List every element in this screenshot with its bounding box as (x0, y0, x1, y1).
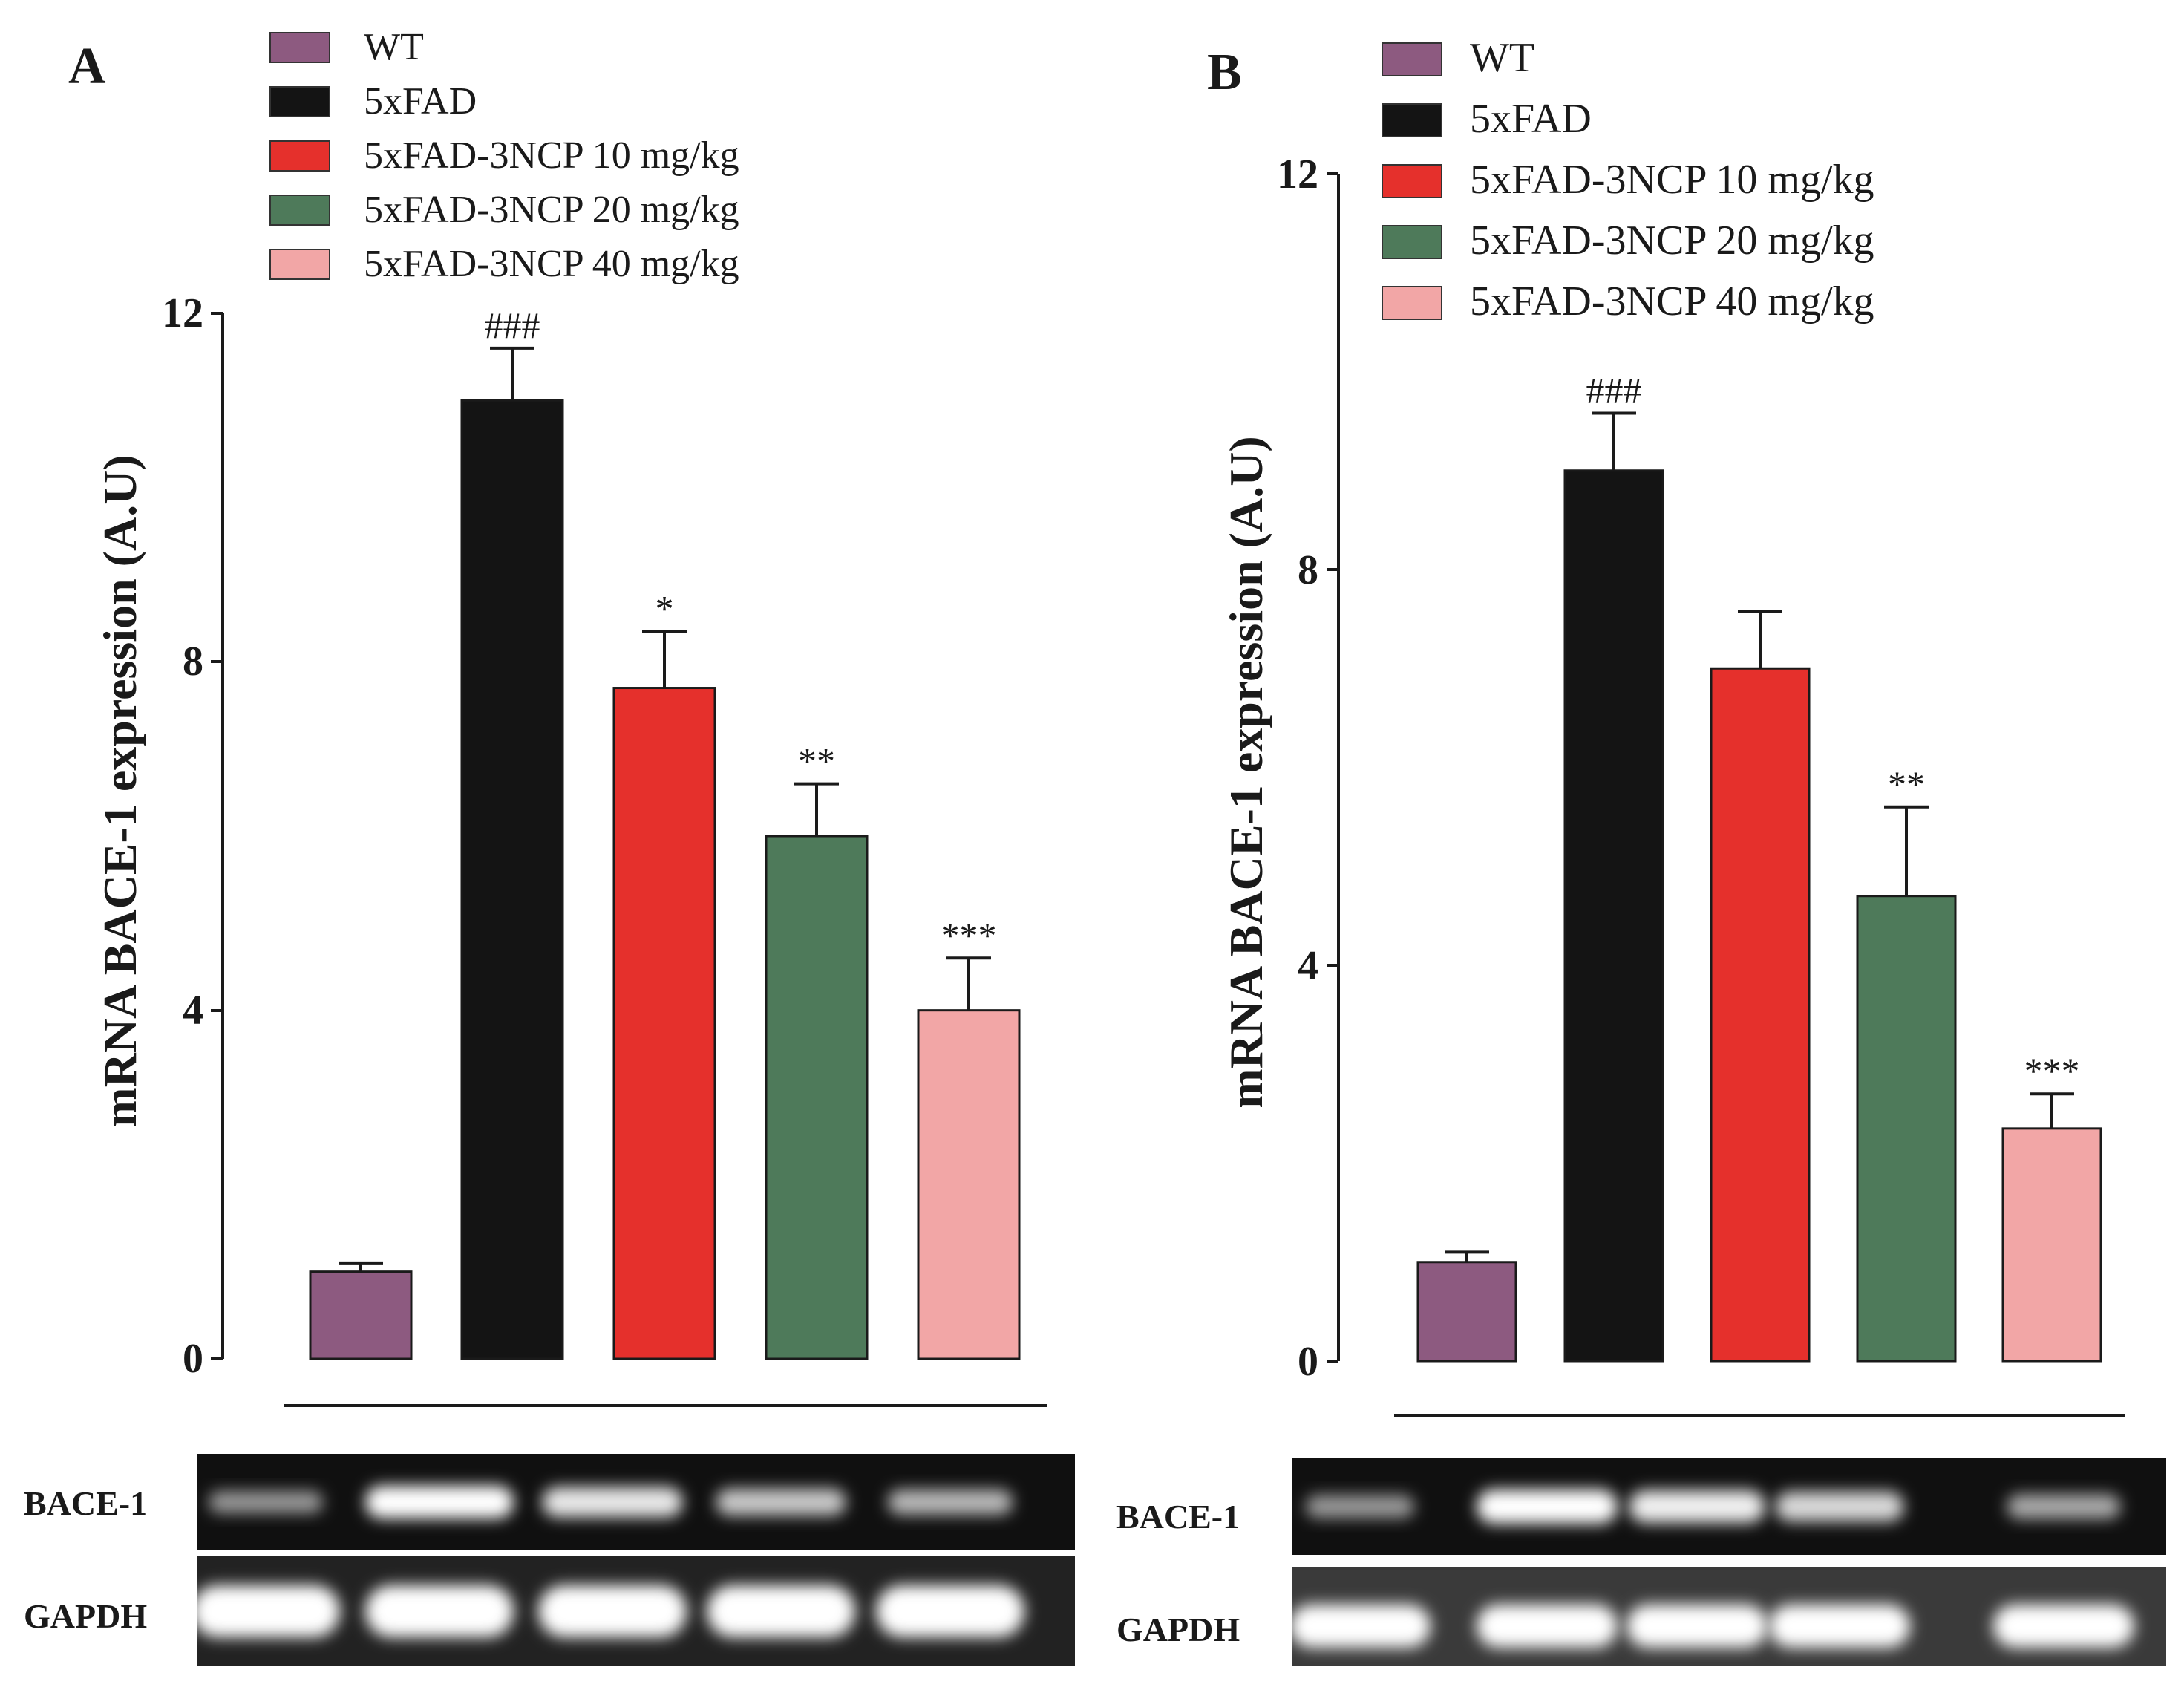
panel-b-legend: WT 5xFAD 5xFAD-3NCP 10 mg/kg 5xFAD-3NCP … (1382, 35, 1874, 324)
legend-b-label-ncp40: 5xFAD-3NCP 40 mg/kg (1470, 278, 1874, 324)
panel-a-bace1-band-4 (887, 1489, 1013, 1515)
legend-b-swatch-ncp20 (1382, 225, 1442, 259)
panel-b-gel-label-bace1: BACE-1 (1116, 1498, 1240, 1536)
panel-a-gapdh-band-2 (538, 1585, 687, 1637)
panel-a-y-ticks: 0 4 8 12 (162, 290, 223, 1382)
panel-a-significance-1: ### (485, 304, 540, 346)
legend-b-swatch-ncp10 (1382, 164, 1442, 198)
panel-a-bar-4 (917, 1009, 1021, 1360)
legend-swatch-ncp40 (269, 249, 330, 280)
panel-a-tick-label-12: 12 (162, 290, 203, 336)
panel-b-tick-label-12: 12 (1277, 151, 1318, 198)
panel-b-bar-3 (1856, 895, 1957, 1363)
legend-b-label-5xfad: 5xFAD (1470, 96, 1592, 142)
panel-b-significance-1: ### (1586, 369, 1642, 411)
legend-b-swatch-5xfad (1382, 103, 1442, 137)
panel-a-tick-label-0: 0 (183, 1336, 203, 1382)
panel-b-gel: BACE-1 GAPDH (1116, 1458, 2166, 1666)
legend-b-label-wt: WT (1470, 35, 1534, 81)
panel-a-bace1-band-0 (208, 1491, 324, 1513)
panel-a-gapdh-band-0 (192, 1585, 340, 1637)
panel-a-bace1-band-1 (365, 1486, 514, 1518)
panel-a-gel-label-bace1: BACE-1 (24, 1484, 147, 1522)
panel-a-y-axis-label: mRNA BACE-1 expression (A.U) (94, 454, 146, 1126)
legend-b-label-ncp10: 5xFAD-3NCP 10 mg/kg (1470, 157, 1874, 203)
panel-a-significance-4: *** (941, 914, 997, 956)
panel-b-y-ticks: 0 4 8 12 (1277, 151, 1338, 1385)
panel-b-significance-3: ** (1888, 763, 1925, 805)
panel-b-bace1-band-2 (1629, 1490, 1765, 1523)
legend-label-ncp10: 5xFAD-3NCP 10 mg/kg (364, 134, 739, 177)
panel-b-gapdh-band-0 (1289, 1605, 1431, 1648)
panel-a-gel: BACE-1 GAPDH (24, 1454, 1075, 1666)
panel-b-bar-4 (2001, 1127, 2102, 1363)
panel-b-gapdh-band-3 (1769, 1605, 1910, 1648)
panel-a-significance-2: * (655, 587, 674, 629)
legend-b-swatch-ncp40 (1382, 286, 1442, 320)
panel-a-gel-label-gapdh: GAPDH (24, 1597, 147, 1635)
panel-b-bace1-band-3 (1775, 1491, 1904, 1522)
panel-a-bar-3 (765, 835, 869, 1360)
panel-b-y-axis-label: mRNA BACE-1 expression (A.U) (1220, 436, 1272, 1108)
panel-a-bace1-band-3 (716, 1488, 846, 1516)
panel-a-label: A (68, 38, 106, 95)
panel-b-gel-bands (1289, 1489, 2134, 1648)
panel-b-label: B (1207, 44, 1242, 101)
panel-b-gapdh-band-1 (1477, 1605, 1618, 1648)
panel-a-tick-label-4: 4 (183, 988, 203, 1034)
panel-a-gapdh-band-3 (707, 1585, 855, 1637)
panel-a-bar-1 (460, 399, 564, 1360)
panel-a-bar-0 (309, 1270, 413, 1360)
panel-a-gapdh-band-1 (365, 1585, 514, 1637)
panel-a-bace1-band-2 (542, 1487, 683, 1518)
panel-b-gapdh-band-2 (1626, 1605, 1768, 1648)
panel-b-bace1-band-1 (1477, 1489, 1618, 1524)
legend-swatch-wt (269, 32, 330, 63)
panel-b-bace1-band-0 (1305, 1495, 1415, 1518)
panel-a-bars: ###****** (309, 304, 1021, 1360)
panel-b-bace1-band-4 (2007, 1494, 2121, 1519)
panel-b-bar-2 (1710, 667, 1811, 1363)
panel-b: B WT 5xFAD 5xFAD-3NCP 10 mg/kg 5xFAD-3NC… (1116, 35, 2166, 1666)
panel-a-gapdh-band-4 (876, 1585, 1024, 1637)
panel-b-significance-4: *** (2024, 1050, 2080, 1092)
panel-b-gapdh-band-4 (1993, 1605, 2134, 1648)
panel-b-tick-label-0: 0 (1298, 1339, 1318, 1385)
legend-label-5xfad: 5xFAD (364, 80, 477, 123)
panel-a-gel-bands (192, 1486, 1024, 1637)
legend-b-label-ncp20: 5xFAD-3NCP 20 mg/kg (1470, 218, 1874, 264)
panel-a-tick-label-8: 8 (183, 639, 203, 685)
legend-swatch-5xfad (269, 86, 330, 117)
legend-swatch-ncp20 (269, 195, 330, 226)
panel-a-bar-2 (612, 687, 716, 1360)
panel-b-tick-label-8: 8 (1298, 547, 1318, 593)
legend-label-wt: WT (364, 26, 424, 68)
panel-a-legend: WT 5xFAD 5xFAD-3NCP 10 mg/kg 5xFAD-3NCP … (269, 26, 739, 285)
legend-label-ncp20: 5xFAD-3NCP 20 mg/kg (364, 189, 739, 231)
panel-a: A WT 5xFAD 5xFAD-3NCP 10 mg/kg 5xFAD-3NC… (24, 26, 1075, 1666)
legend-label-ncp40: 5xFAD-3NCP 40 mg/kg (364, 243, 739, 285)
panel-b-bars: ###***** (1416, 369, 2102, 1363)
panel-b-gel-label-gapdh: GAPDH (1116, 1611, 1240, 1648)
legend-swatch-ncp10 (269, 140, 330, 172)
panel-b-bar-0 (1416, 1261, 1517, 1363)
panel-b-tick-label-4: 4 (1298, 943, 1318, 989)
panel-a-significance-3: ** (798, 740, 835, 782)
legend-b-swatch-wt (1382, 42, 1442, 76)
panel-b-bar-1 (1563, 469, 1664, 1363)
